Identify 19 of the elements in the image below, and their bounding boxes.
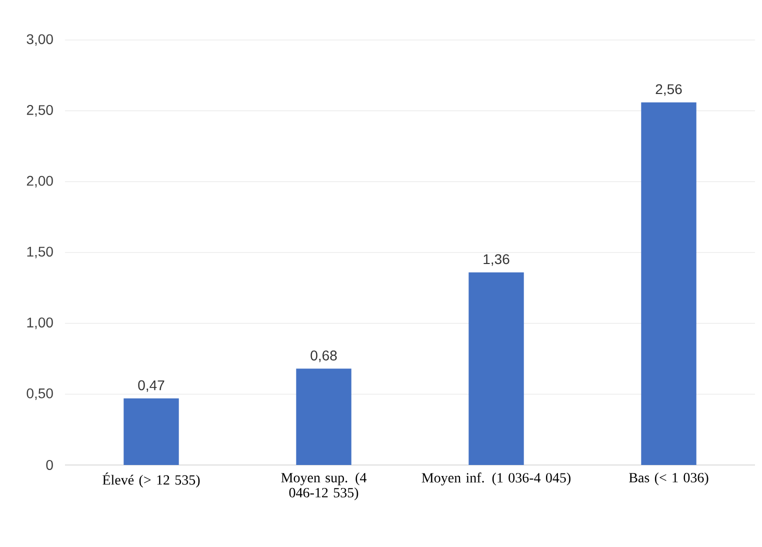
- data-label: 0,68: [310, 350, 337, 362]
- y-tick-label: 1,50: [27, 246, 53, 258]
- bar: [641, 102, 696, 465]
- x-tick-label: Élevé (> 12 535): [102, 472, 200, 488]
- data-label: 0,47: [138, 380, 164, 392]
- x-tick-label: Bas (< 1 036): [629, 472, 708, 486]
- data-label: 1,36: [484, 254, 510, 266]
- x-tick-label: Moyen inf. (1 036-4 045): [422, 472, 570, 486]
- data-label: 2,56: [656, 84, 682, 96]
- y-tick-label: 0: [46, 460, 53, 470]
- y-tick-label: 1,00: [27, 318, 53, 330]
- y-tick-label: 0,50: [26, 388, 53, 400]
- y-tick-label: 3,00: [26, 34, 53, 46]
- y-tick-label: 2,50: [26, 105, 53, 117]
- bar: [296, 368, 352, 465]
- y-tick-label: 2,00: [26, 176, 53, 188]
- bar: [468, 272, 524, 465]
- x-tick-label: Moyen sup. (4 046-12 535): [281, 472, 367, 500]
- bar: [124, 398, 179, 465]
